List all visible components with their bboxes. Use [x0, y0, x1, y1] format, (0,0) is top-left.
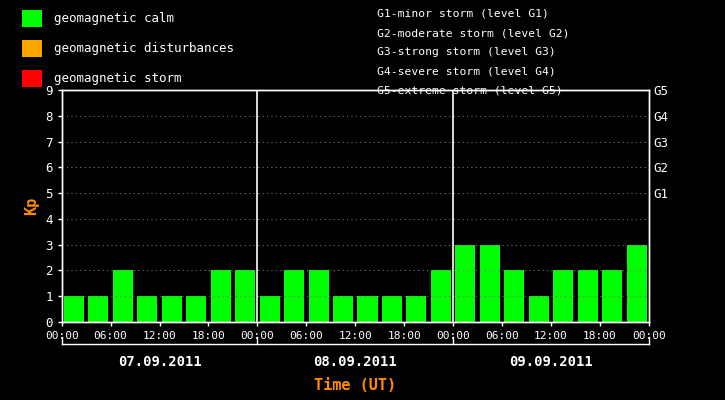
- Bar: [382, 296, 402, 322]
- Text: 08.09.2011: 08.09.2011: [313, 355, 397, 369]
- Text: 07.09.2011: 07.09.2011: [117, 355, 202, 369]
- Bar: [357, 296, 378, 322]
- Bar: [64, 296, 84, 322]
- Text: geomagnetic disturbances: geomagnetic disturbances: [54, 42, 234, 55]
- Bar: [455, 245, 476, 322]
- Bar: [578, 270, 597, 322]
- Bar: [553, 270, 573, 322]
- Bar: [88, 296, 108, 322]
- Text: G3-strong storm (level G3): G3-strong storm (level G3): [377, 47, 556, 57]
- Bar: [260, 296, 280, 322]
- Bar: [407, 296, 426, 322]
- Text: G2-moderate storm (level G2): G2-moderate storm (level G2): [377, 28, 570, 38]
- Text: Time (UT): Time (UT): [314, 378, 397, 393]
- Text: geomagnetic storm: geomagnetic storm: [54, 72, 182, 85]
- Bar: [505, 270, 524, 322]
- Bar: [211, 270, 231, 322]
- Text: G1-minor storm (level G1): G1-minor storm (level G1): [377, 9, 549, 19]
- Text: geomagnetic calm: geomagnetic calm: [54, 12, 175, 25]
- Text: G5-extreme storm (level G5): G5-extreme storm (level G5): [377, 86, 563, 96]
- Text: G4-severe storm (level G4): G4-severe storm (level G4): [377, 66, 556, 76]
- Bar: [113, 270, 133, 322]
- Bar: [529, 296, 549, 322]
- Bar: [235, 270, 255, 322]
- Bar: [186, 296, 206, 322]
- Bar: [431, 270, 451, 322]
- Bar: [626, 245, 647, 322]
- Text: 09.09.2011: 09.09.2011: [509, 355, 593, 369]
- Y-axis label: Kp: Kp: [25, 197, 40, 215]
- Bar: [480, 245, 500, 322]
- Bar: [333, 296, 353, 322]
- Bar: [137, 296, 157, 322]
- Bar: [309, 270, 328, 322]
- Bar: [162, 296, 182, 322]
- Bar: [284, 270, 304, 322]
- Bar: [602, 270, 622, 322]
